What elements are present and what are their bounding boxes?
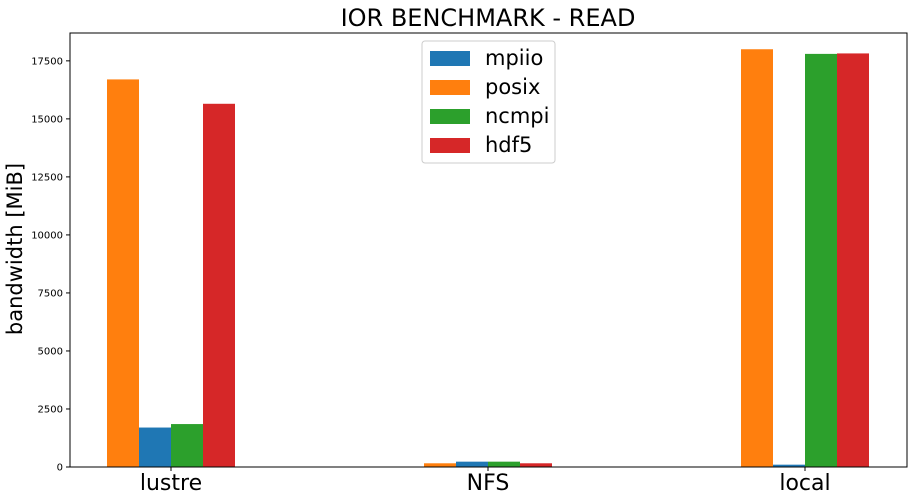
legend-swatch-ncmpi bbox=[430, 109, 470, 124]
y-tick-label-7: 17500 bbox=[31, 56, 63, 67]
y-tick-label-5: 12500 bbox=[31, 172, 63, 183]
y-tick-label-1: 2500 bbox=[38, 404, 63, 415]
legend-label-posix: posix bbox=[485, 75, 540, 99]
chart-title: IOR BENCHMARK - READ bbox=[341, 4, 636, 32]
bar-mpiio-lustre bbox=[139, 427, 171, 467]
y-tick-label-0: 0 bbox=[57, 463, 63, 474]
bar-ncmpi-local bbox=[805, 53, 837, 468]
x-tick-label-local: local bbox=[779, 471, 830, 496]
bar-mpiio-NFS bbox=[456, 461, 488, 467]
y-tick-label-2: 5000 bbox=[38, 346, 63, 357]
legend-box bbox=[421, 40, 556, 164]
bar-mpiio-local bbox=[773, 464, 805, 467]
y-tick-label-6: 15000 bbox=[31, 114, 63, 125]
legend-swatch-posix bbox=[430, 80, 470, 95]
y-tick-label-4: 10000 bbox=[31, 230, 63, 241]
y-axis: 0 2500 5000 7500 10000 12500 15000 17500 bbox=[31, 56, 70, 474]
bar-hdf5-local bbox=[837, 53, 869, 468]
legend-swatch-mpiio bbox=[430, 51, 470, 66]
y-tick-label-3: 7500 bbox=[38, 288, 63, 299]
bar-ncmpi-NFS bbox=[488, 461, 520, 467]
y-axis-label: bandwidth [MiB] bbox=[3, 163, 27, 335]
legend-swatch-hdf5 bbox=[430, 138, 470, 153]
x-tick-label-lustre: lustre bbox=[140, 471, 202, 496]
x-tick-label-NFS: NFS bbox=[467, 471, 510, 496]
legend-label-ncmpi: ncmpi bbox=[485, 104, 549, 128]
legend-label-hdf5: hdf5 bbox=[485, 133, 532, 157]
bar-ncmpi-lustre bbox=[171, 424, 203, 467]
bar-posix-NFS bbox=[424, 463, 456, 467]
x-axis: lustre NFS local bbox=[140, 467, 831, 496]
legend: mpiio posix ncmpi hdf5 bbox=[421, 40, 556, 164]
bar-posix-lustre bbox=[107, 79, 139, 467]
bars-group bbox=[107, 49, 869, 468]
bar-hdf5-NFS bbox=[520, 463, 552, 467]
bar-hdf5-lustre bbox=[203, 103, 235, 467]
bar-posix-local bbox=[741, 49, 773, 467]
legend-label-mpiio: mpiio bbox=[485, 46, 543, 70]
plot-frame bbox=[69, 32, 908, 468]
